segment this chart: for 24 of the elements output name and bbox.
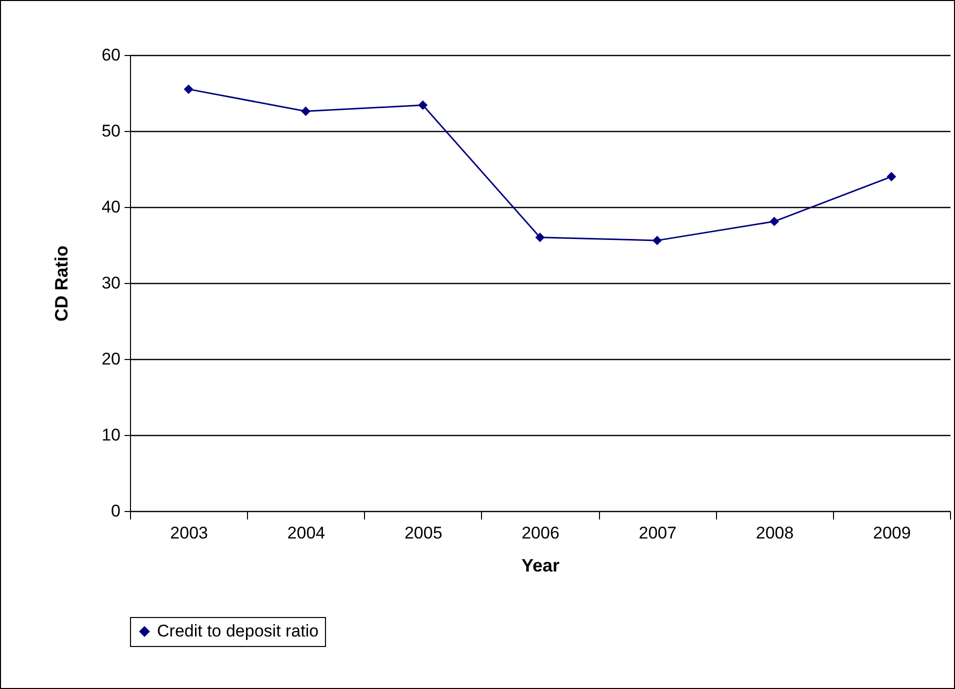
legend-label: Credit to deposit ratio xyxy=(157,622,319,640)
point xyxy=(184,84,194,94)
y-tick-label: 50 xyxy=(102,122,120,140)
x-axis-title: Year xyxy=(521,556,560,576)
point xyxy=(652,236,662,246)
x-tick-label: 2009 xyxy=(873,524,911,542)
point xyxy=(770,216,780,226)
x-tick-label: 2004 xyxy=(287,524,326,542)
x-tick-label: 2005 xyxy=(404,524,442,542)
y-tick-label: 60 xyxy=(102,46,120,64)
point xyxy=(418,100,428,110)
y-tick-label: 20 xyxy=(102,350,120,368)
y-tick-label: 0 xyxy=(111,502,120,520)
point xyxy=(886,172,896,182)
y-tick-label: 10 xyxy=(102,426,120,444)
x-tick-label: 2008 xyxy=(756,524,794,542)
y-tick-label: 40 xyxy=(102,198,120,216)
x-tick-label: 2007 xyxy=(638,524,677,542)
point xyxy=(300,106,310,116)
point xyxy=(535,232,545,242)
y-tick-label: 30 xyxy=(102,274,120,292)
y-axis-title: CD Ratio xyxy=(52,245,72,322)
x-tick-label: 2006 xyxy=(522,524,560,542)
x-tick-label: 2003 xyxy=(170,524,208,542)
